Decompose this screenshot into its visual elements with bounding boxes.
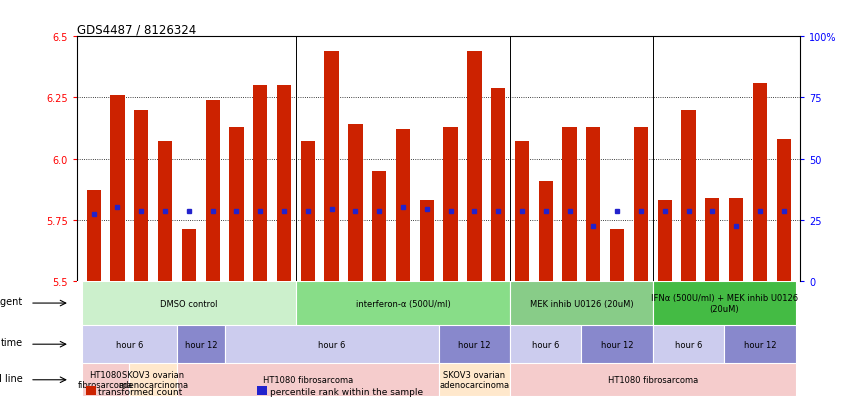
Text: agent: agent <box>0 296 23 306</box>
Text: hour 6: hour 6 <box>675 340 702 349</box>
Text: MEK inhib U0126 (20uM): MEK inhib U0126 (20uM) <box>530 299 633 308</box>
Text: SKOV3 ovarian
adenocarcinoma: SKOV3 ovarian adenocarcinoma <box>439 370 509 389</box>
Bar <box>348 125 363 281</box>
Bar <box>724 325 795 363</box>
Bar <box>633 128 648 281</box>
Bar <box>82 281 296 325</box>
Text: hour 12: hour 12 <box>458 340 490 349</box>
Bar <box>657 201 672 281</box>
Bar <box>510 325 581 363</box>
Bar <box>177 363 438 396</box>
Bar <box>205 101 220 281</box>
Bar <box>653 325 724 363</box>
Bar <box>538 181 553 281</box>
Text: IFNα (500U/ml) + MEK inhib U0126
(20uM): IFNα (500U/ml) + MEK inhib U0126 (20uM) <box>651 294 798 313</box>
Bar <box>562 128 577 281</box>
Bar <box>467 52 482 281</box>
Bar <box>229 128 244 281</box>
Bar <box>253 86 267 281</box>
Text: percentile rank within the sample: percentile rank within the sample <box>270 387 423 396</box>
Bar <box>82 363 129 396</box>
Bar <box>514 142 529 281</box>
Text: SKOV3 ovarian
adenocarcinoma: SKOV3 ovarian adenocarcinoma <box>118 370 188 389</box>
Bar <box>510 281 653 325</box>
Bar <box>581 325 653 363</box>
Bar <box>510 363 795 396</box>
Bar <box>395 130 410 281</box>
Text: hour 6: hour 6 <box>318 340 345 349</box>
Bar <box>134 110 148 281</box>
Text: HT1080
fibrosarcoma: HT1080 fibrosarcoma <box>78 370 134 389</box>
Text: transformed count: transformed count <box>98 387 182 396</box>
Bar <box>729 198 743 281</box>
Text: DMSO control: DMSO control <box>160 299 217 308</box>
Bar <box>438 363 510 396</box>
Text: hour 12: hour 12 <box>744 340 776 349</box>
Text: HT1080 fibrosarcoma: HT1080 fibrosarcoma <box>608 375 698 385</box>
Bar <box>129 363 177 396</box>
Bar <box>776 140 791 281</box>
Bar <box>372 171 386 281</box>
Bar <box>324 52 339 281</box>
Text: time: time <box>1 337 23 347</box>
Bar <box>158 142 172 281</box>
Text: hour 6: hour 6 <box>532 340 560 349</box>
Bar <box>438 325 510 363</box>
Bar <box>586 128 601 281</box>
Bar <box>419 201 434 281</box>
Bar <box>491 88 505 281</box>
Bar <box>82 325 177 363</box>
Bar <box>110 96 125 281</box>
Text: interferon-α (500U/ml): interferon-α (500U/ml) <box>355 299 450 308</box>
Bar <box>276 86 291 281</box>
Text: hour 12: hour 12 <box>601 340 633 349</box>
Bar <box>681 110 696 281</box>
Bar <box>177 325 224 363</box>
Bar <box>653 281 795 325</box>
Bar <box>705 198 719 281</box>
Text: hour 12: hour 12 <box>185 340 217 349</box>
Bar <box>296 281 510 325</box>
Bar <box>181 230 196 281</box>
Text: HT1080 fibrosarcoma: HT1080 fibrosarcoma <box>263 375 353 385</box>
Bar <box>224 325 438 363</box>
Bar <box>610 230 624 281</box>
Bar <box>300 142 315 281</box>
Text: hour 6: hour 6 <box>116 340 143 349</box>
Bar <box>752 83 767 281</box>
Bar <box>443 128 458 281</box>
Bar <box>86 191 101 281</box>
Text: cell line: cell line <box>0 373 23 383</box>
Text: GDS4487 / 8126324: GDS4487 / 8126324 <box>77 23 196 36</box>
